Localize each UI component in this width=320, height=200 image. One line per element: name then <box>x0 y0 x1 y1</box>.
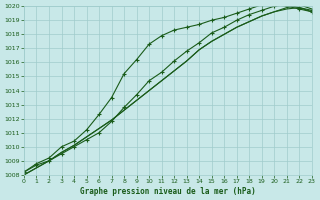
X-axis label: Graphe pression niveau de la mer (hPa): Graphe pression niveau de la mer (hPa) <box>80 187 256 196</box>
